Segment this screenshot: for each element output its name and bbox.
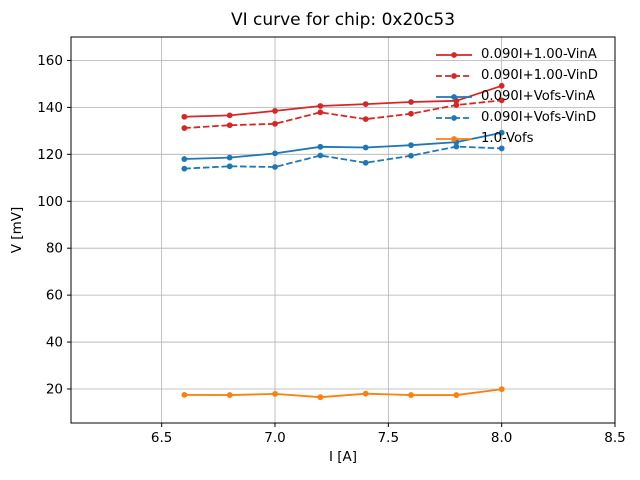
y-tick-label: 100 <box>37 194 63 210</box>
chart-title: VI curve for chip: 0x20c53 <box>230 10 456 30</box>
data-point-marker <box>272 164 278 170</box>
data-point-marker <box>181 125 188 131</box>
legend-label: 0.090I+1.00-VinD <box>481 68 598 83</box>
data-point-marker <box>226 163 233 170</box>
data-point-marker <box>453 392 460 398</box>
data-point-marker <box>498 386 505 393</box>
data-point-marker <box>408 152 414 159</box>
x-tick-label: 8.5 <box>604 430 625 446</box>
y-tick-label: 160 <box>37 53 63 69</box>
legend-entry: 0.090I+Vofs-VinD <box>435 107 598 128</box>
data-point-marker <box>408 99 414 105</box>
x-axis-label: I [A] <box>328 449 358 465</box>
data-point-marker <box>226 154 233 161</box>
legend-entry: 1.0-Vofs <box>435 128 598 149</box>
data-point-marker <box>317 143 324 150</box>
data-point-marker <box>272 150 278 157</box>
x-tick-label: 8.0 <box>491 430 512 446</box>
data-point-marker <box>498 145 505 152</box>
data-point-marker <box>181 113 188 120</box>
data-point-marker <box>453 102 460 108</box>
data-point-marker <box>181 156 188 162</box>
legend-line-sample <box>436 114 472 121</box>
legend-entry: 0.090I+1.00-VinD <box>435 65 598 86</box>
series-line <box>184 388 502 399</box>
data-point-marker <box>317 109 324 116</box>
data-point-marker <box>317 152 324 159</box>
y-axis-label: V [mV] <box>9 206 25 254</box>
data-point-marker <box>272 108 278 114</box>
data-point-marker <box>362 101 369 108</box>
legend-line-sample <box>436 135 472 142</box>
data-point-marker <box>181 391 188 398</box>
data-point-marker <box>362 144 369 151</box>
y-tick-label: 140 <box>37 100 63 116</box>
data-point-marker <box>272 391 278 397</box>
data-point-marker <box>181 165 188 172</box>
x-tick-label: 6.5 <box>151 430 172 446</box>
data-point-marker <box>453 143 460 150</box>
data-point-marker <box>498 129 505 136</box>
data-point-marker <box>362 159 369 166</box>
data-point-marker <box>226 122 233 129</box>
legend-label: 1.0-Vofs <box>481 131 534 146</box>
legend-line-sample <box>436 72 472 79</box>
data-point-marker <box>317 394 324 401</box>
series-line <box>184 84 502 118</box>
series-line <box>184 99 502 129</box>
data-point-marker <box>226 112 233 119</box>
y-tick-label: 120 <box>37 147 63 163</box>
legend: 0.090I+1.00-VinA 0.090I+1.00-VinD 0.090I+V… <box>435 44 598 149</box>
data-point-marker <box>408 392 414 398</box>
y-tick-label: 80 <box>46 241 63 257</box>
y-tick-label: 60 <box>46 288 63 304</box>
legend-line-sample <box>436 51 472 58</box>
data-point-marker <box>362 390 369 397</box>
legend-label: 0.090I+Vofs-VinA <box>481 89 596 104</box>
legend-entry: 0.090I+Vofs-VinA <box>435 86 598 107</box>
data-point-marker <box>408 110 414 117</box>
data-point-marker <box>408 142 414 149</box>
x-tick-label: 7.5 <box>378 430 399 446</box>
x-tick-label: 7.0 <box>264 430 285 446</box>
data-point-marker <box>498 97 505 104</box>
data-point-marker <box>453 97 460 104</box>
data-point-marker <box>317 103 324 109</box>
data-point-marker <box>226 392 233 398</box>
y-tick-label: 20 <box>46 381 63 397</box>
legend-label: 0.090I+Vofs-VinD <box>481 110 597 125</box>
data-point-marker <box>362 116 369 123</box>
plot-border <box>70 36 616 424</box>
series-line <box>184 131 502 160</box>
data-point-marker <box>498 82 505 89</box>
data-point-marker <box>272 120 278 127</box>
series-line <box>184 145 502 170</box>
y-tick-label: 40 <box>46 335 63 351</box>
legend-line-sample <box>436 93 472 100</box>
legend-entry: 0.090I+1.00-VinA <box>435 44 598 65</box>
legend-label: 0.090I+1.00-VinA <box>481 47 597 62</box>
